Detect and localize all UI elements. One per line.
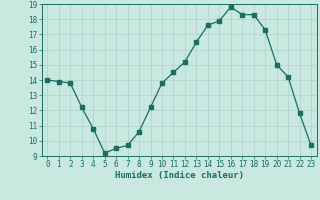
X-axis label: Humidex (Indice chaleur): Humidex (Indice chaleur): [115, 171, 244, 180]
